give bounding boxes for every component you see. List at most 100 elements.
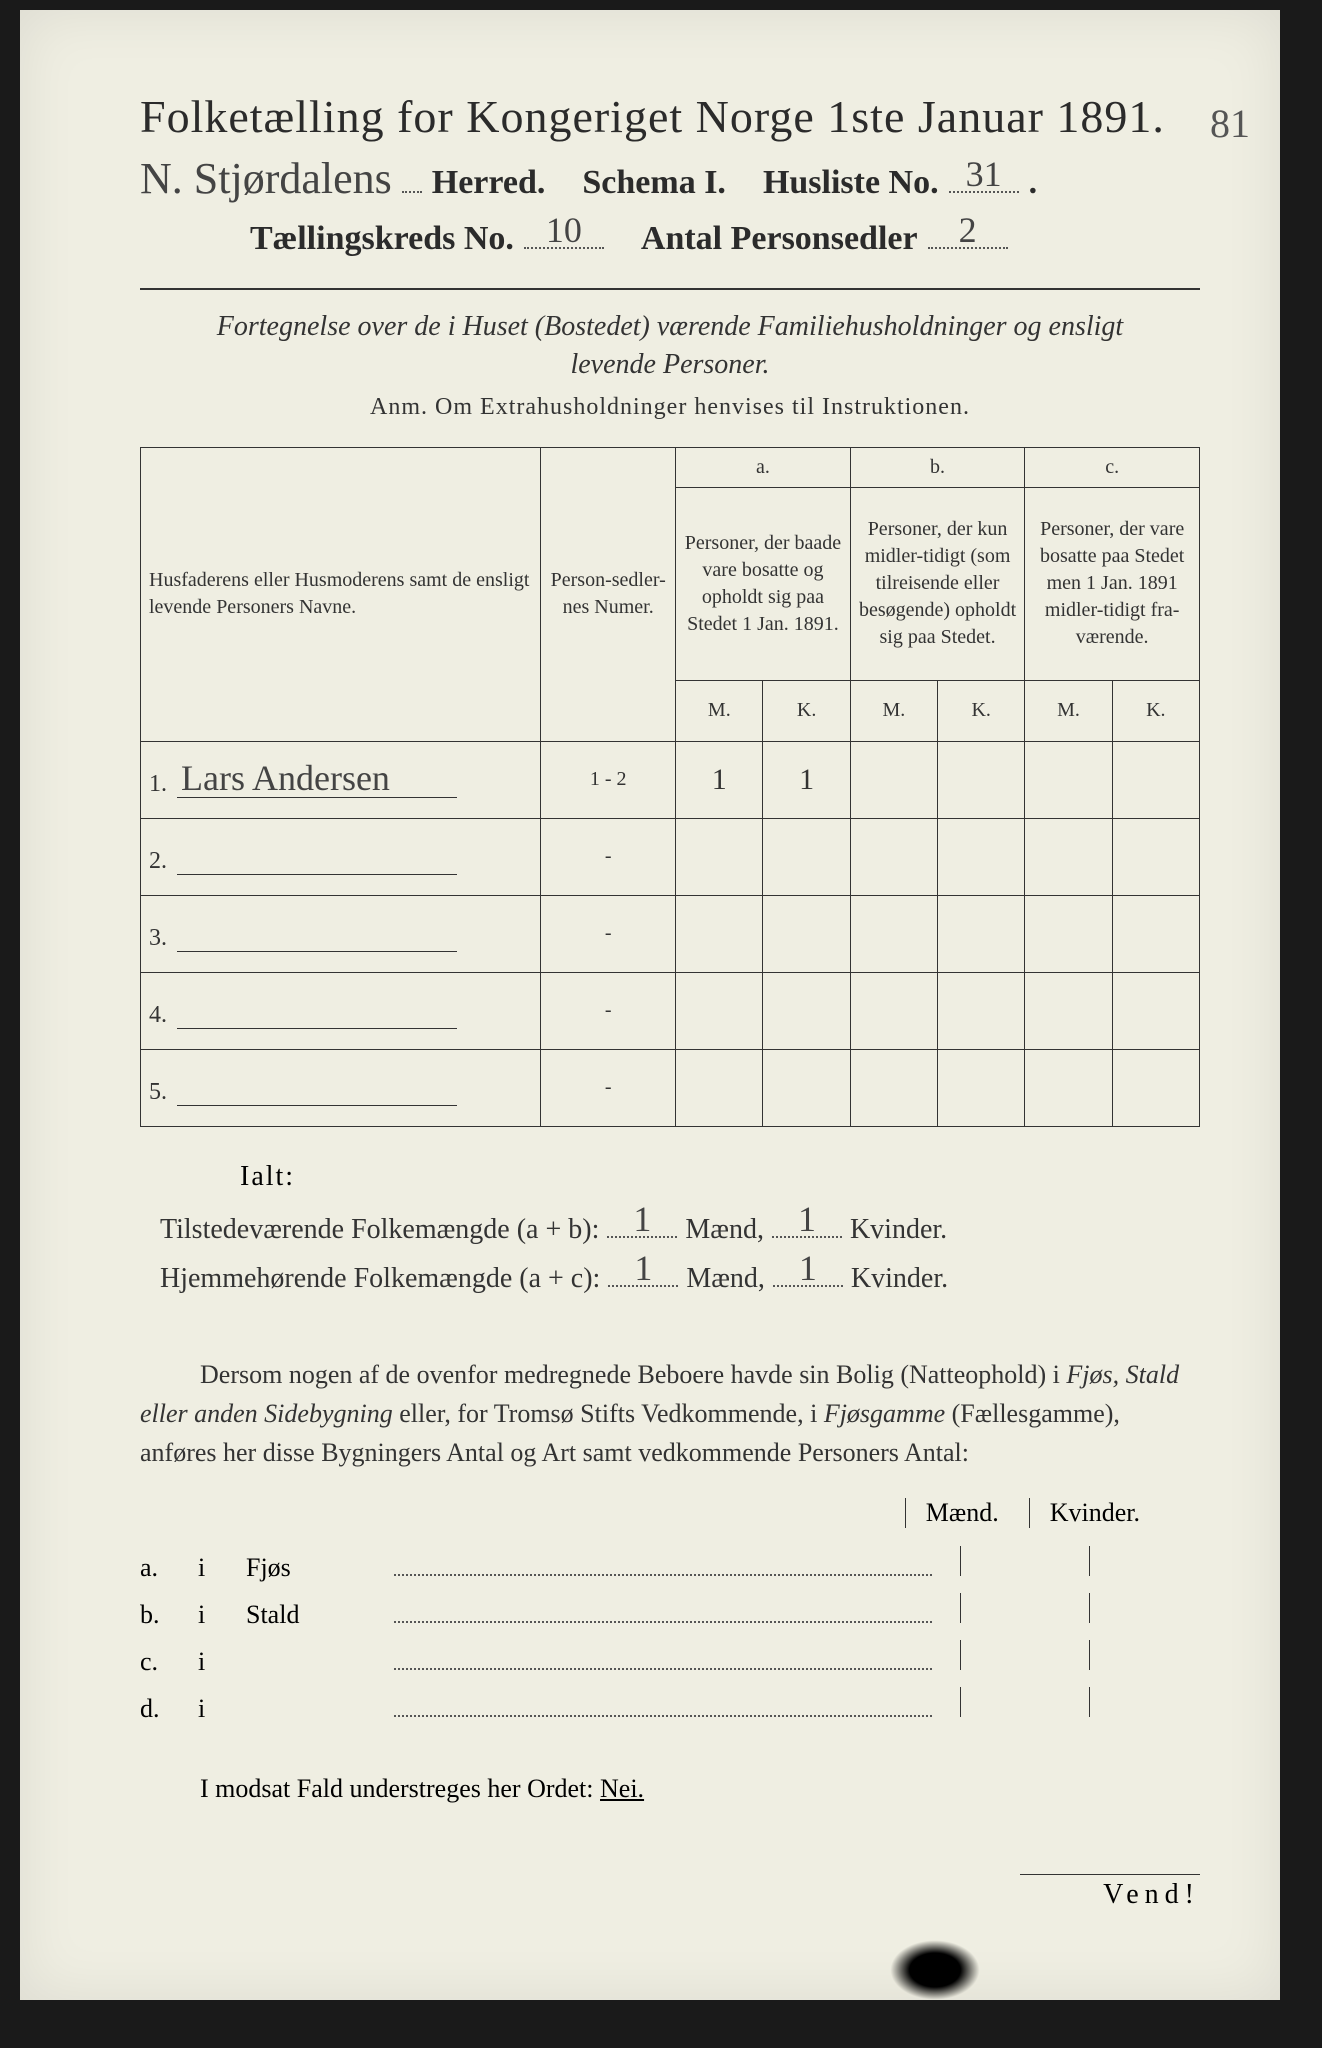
abcd-dotfill — [394, 1642, 932, 1670]
body-paragraph: Dersom nogen af de ovenfor medregnede Be… — [140, 1355, 1200, 1472]
col-b-desc: Personer, der kun midler-tidigt (som til… — [850, 487, 1025, 680]
divider-rule — [140, 288, 1200, 290]
totals1-m: 1 — [633, 1198, 651, 1240]
dots-filler — [402, 154, 422, 193]
totals1-k-field: 1 — [772, 1205, 842, 1238]
cell-num: 1 - 2 — [541, 741, 676, 818]
cell-c-k — [1112, 1049, 1199, 1126]
abcd-label: b. — [140, 1600, 180, 1630]
abcd-m-box — [960, 1593, 1071, 1623]
cell-b-k — [938, 741, 1025, 818]
cell-a-m — [676, 972, 763, 1049]
totals-maend: Mænd, — [685, 1214, 764, 1246]
row-number: 5. — [149, 1079, 177, 1106]
ialt-label: Ialt: — [240, 1161, 1200, 1193]
abcd-m-box — [960, 1546, 1071, 1576]
abcd-k-box — [1089, 1687, 1200, 1717]
col-c-k: K. — [1112, 680, 1199, 741]
document-title: Folketælling for Kongeriget Norge 1ste J… — [140, 90, 1200, 143]
col-a-top: a. — [676, 447, 851, 487]
herred-label: Herred. — [432, 164, 546, 202]
cell-name: 1.Lars Andersen — [141, 741, 541, 818]
table-row: 5. - — [141, 1049, 1200, 1126]
cell-name: 3. — [141, 895, 541, 972]
col-c-desc: Personer, der vare bosatte paa Stedet me… — [1025, 487, 1200, 680]
totals2-label: Hjemmehørende Folkemængde (a + c): — [160, 1263, 600, 1295]
cell-c-m — [1025, 818, 1112, 895]
paper-sheet: 81 Folketælling for Kongeriget Norge 1st… — [20, 10, 1280, 2000]
husliste-field: 31 — [949, 154, 1019, 193]
abcd-dotfill — [394, 1548, 932, 1576]
name-underline — [177, 915, 457, 952]
cell-name: 4. — [141, 972, 541, 1049]
abcd-kind: Fjøs — [246, 1553, 366, 1583]
husliste-value: 31 — [966, 153, 1002, 195]
cell-num: - — [541, 895, 676, 972]
cell-a-k — [763, 972, 850, 1049]
row-number: 4. — [149, 1002, 177, 1029]
antal-field: 2 — [928, 210, 1008, 249]
page: 81 Folketælling for Kongeriget Norge 1st… — [0, 0, 1322, 2048]
cell-b-k — [938, 818, 1025, 895]
cell-name: 2. — [141, 818, 541, 895]
cell-c-m — [1025, 972, 1112, 1049]
row-number: 1. — [149, 771, 177, 798]
para-t1: Dersom nogen af de ovenfor medregnede Be… — [200, 1360, 1066, 1389]
abcd-row: c. i — [140, 1640, 1200, 1677]
abcd-label: c. — [140, 1647, 180, 1677]
col-name-text: Husfaderens eller Husmoderens samt de en… — [149, 569, 529, 618]
totals-kvinder: Kvinder. — [850, 1214, 947, 1246]
col-c-top: c. — [1025, 447, 1200, 487]
abcd-row: b.iStald — [140, 1593, 1200, 1630]
cell-c-m — [1025, 1049, 1112, 1126]
mk-k: Kvinder. — [1029, 1498, 1140, 1528]
table-row: 3. - — [141, 895, 1200, 972]
totals-kvinder2: Kvinder. — [851, 1263, 948, 1295]
cell-a-m — [676, 895, 763, 972]
nei-word: Nei. — [600, 1774, 644, 1803]
para-it2: Fjøsgamme — [824, 1399, 945, 1428]
abcd-dotfill — [394, 1595, 932, 1623]
row-number: 2. — [149, 848, 177, 875]
cell-b-k — [938, 895, 1025, 972]
table-head: Husfaderens eller Husmoderens samt de en… — [141, 447, 1200, 741]
header-row-3: Tællingskreds No. 10 Antal Personsedler … — [250, 210, 1200, 258]
abcd-i: i — [198, 1694, 228, 1724]
totals2-m-field: 1 — [608, 1254, 678, 1287]
cell-b-m — [850, 895, 937, 972]
abcd-i: i — [198, 1647, 228, 1677]
abcd-row: a.iFjøs — [140, 1546, 1200, 1583]
ink-stain — [890, 1940, 980, 2000]
cell-num: - — [541, 818, 676, 895]
name-underline — [177, 992, 457, 1029]
abcd-list: a.iFjøsb.iStaldc.id.i — [140, 1546, 1200, 1724]
cell-b-m — [850, 741, 937, 818]
mk-m: Mænd. — [905, 1498, 999, 1528]
nei-text: I modsat Fald understreges her Ordet: — [200, 1774, 600, 1803]
cell-a-k — [763, 818, 850, 895]
name-underline: Lars Andersen — [177, 761, 457, 798]
cell-num: - — [541, 1049, 676, 1126]
antal-label: Antal Personsedler — [641, 220, 918, 258]
totals1-m-field: 1 — [607, 1205, 677, 1238]
totals2-k: 1 — [799, 1247, 817, 1289]
cell-name: 5. — [141, 1049, 541, 1126]
kreds-label: Tællingskreds No. — [250, 220, 514, 258]
totals1-k: 1 — [798, 1198, 816, 1240]
anm-note: Anm. Om Extrahusholdninger henvises til … — [140, 394, 1200, 421]
schema-label: Schema I. — [582, 164, 726, 202]
subtitle: Fortegnelse over de i Huset (Bostedet) v… — [180, 308, 1160, 384]
abcd-k-box — [1089, 1593, 1200, 1623]
abcd-i: i — [198, 1600, 228, 1630]
col-a-m: M. — [676, 680, 763, 741]
abcd-label: d. — [140, 1694, 180, 1724]
person-name: Lars Andersen — [181, 757, 390, 799]
table-body: 1.Lars Andersen1 - 2112.-3.-4.-5.- — [141, 741, 1200, 1126]
period: . — [1029, 164, 1038, 202]
totals2-m: 1 — [634, 1247, 652, 1289]
totals-line-1: Tilstedeværende Folkemængde (a + b): 1 M… — [160, 1205, 1200, 1246]
row-number: 3. — [149, 925, 177, 952]
abcd-k-box — [1089, 1546, 1200, 1576]
cell-num: - — [541, 972, 676, 1049]
col-b-top: b. — [850, 447, 1025, 487]
